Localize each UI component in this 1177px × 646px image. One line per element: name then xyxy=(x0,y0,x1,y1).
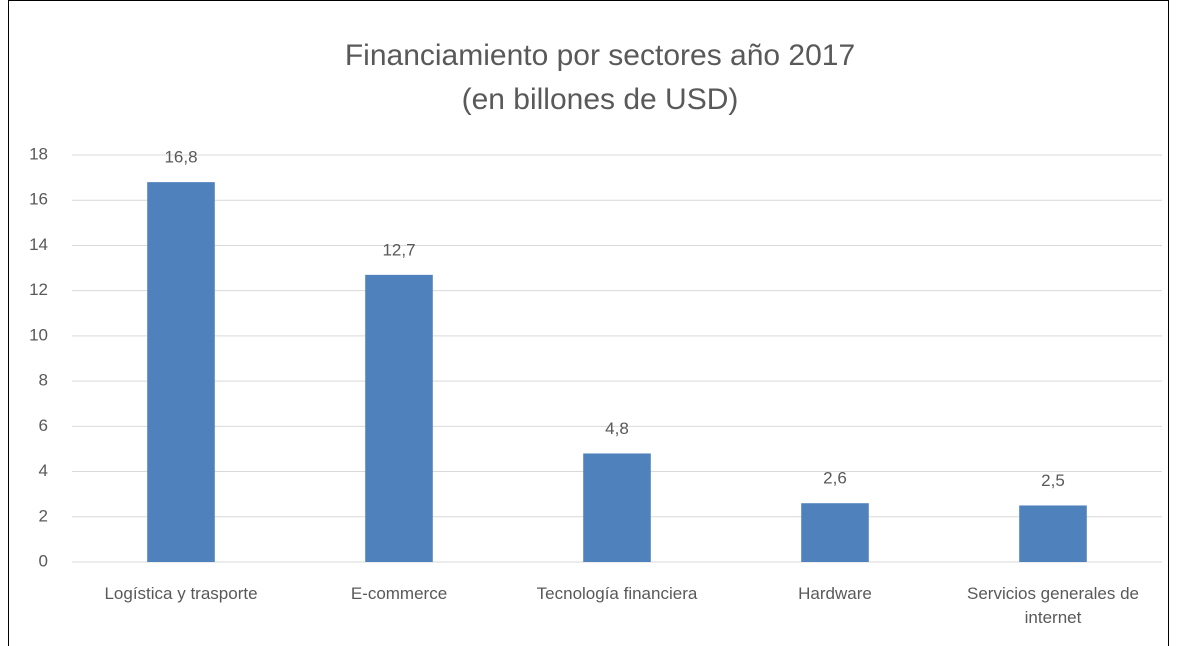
x-tick-label: Logística y trasporte xyxy=(104,584,258,603)
data-label: 2,5 xyxy=(1041,471,1065,490)
y-tick-label: 4 xyxy=(39,461,48,480)
chart-border xyxy=(8,0,1169,646)
y-tick-label: 16 xyxy=(29,190,48,209)
x-tick-label: Hardware xyxy=(798,584,872,603)
x-tick-label: Tecnología financiera xyxy=(536,584,698,603)
data-label: 4,8 xyxy=(605,419,629,438)
y-tick-label: 2 xyxy=(39,506,48,525)
y-tick-label: 0 xyxy=(39,551,48,570)
y-tick-label: 6 xyxy=(39,416,48,435)
x-tick-label: E-commerce xyxy=(350,584,448,603)
bar xyxy=(583,453,651,562)
bar xyxy=(1019,505,1087,562)
x-tick-label: Servicios generales de internet xyxy=(967,584,1139,627)
y-tick-label: 8 xyxy=(39,371,48,390)
y-tick-label: 18 xyxy=(29,144,48,163)
y-tick-label: 10 xyxy=(29,325,48,344)
data-label: 2,6 xyxy=(823,469,847,488)
data-label: 12,7 xyxy=(382,240,415,259)
bar xyxy=(365,274,433,562)
chart-title: Financiamiento por sectores año 2017 xyxy=(345,39,855,72)
data-label: 16,8 xyxy=(164,148,197,167)
bar xyxy=(147,182,215,562)
y-tick-label: 12 xyxy=(29,280,48,299)
chart-subtitle: (en billones de USD) xyxy=(462,83,739,116)
y-tick-label: 14 xyxy=(29,235,48,254)
bar xyxy=(801,503,869,562)
